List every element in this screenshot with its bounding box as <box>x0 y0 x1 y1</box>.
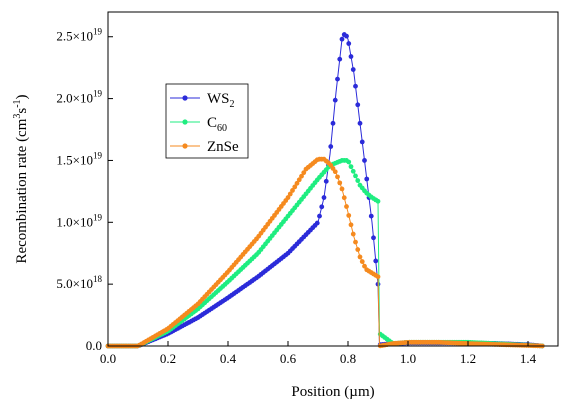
series-0-point-117 <box>368 213 374 219</box>
legend-swatch-marker-ws2 <box>182 95 188 101</box>
y-tick-label-4: 2.0×1019 <box>56 89 102 106</box>
series-0-point-118 <box>371 235 376 241</box>
y-tick-label-3: 1.5×1019 <box>56 150 102 167</box>
legend-label-ws2: WS2 <box>207 91 235 110</box>
legend-label-c60: C60 <box>207 115 227 134</box>
series-1-point-120 <box>375 198 381 204</box>
legend-item-ws2: WS2 <box>170 91 235 110</box>
series-2-point-85 <box>296 177 302 183</box>
series-2-point-114 <box>362 263 367 269</box>
series-0-point-109 <box>350 67 356 72</box>
series-0-point-93 <box>314 220 320 226</box>
y-axis-label-sup1: 3 <box>12 114 23 119</box>
series-1-point-111 <box>355 178 361 183</box>
series-2-point-81 <box>287 191 293 197</box>
series-0-point-119 <box>373 258 379 264</box>
series-0-point-106 <box>344 33 349 39</box>
series-2-point-84 <box>294 180 300 186</box>
series-0 <box>105 31 545 349</box>
legend-label-ws2-sub: 2 <box>230 99 235 110</box>
series-2-point-104 <box>339 186 345 192</box>
series-2 <box>105 156 545 349</box>
series-2-point-109 <box>350 231 356 237</box>
series-2-point-83 <box>292 184 298 190</box>
series-0-point-104 <box>339 36 345 42</box>
series-2-point-103 <box>337 180 343 186</box>
series-2-point-80 <box>285 195 291 200</box>
y-axis-label-sup2: -1 <box>12 99 23 107</box>
x-tick-label-4: 0.8 <box>340 351 356 366</box>
series-0-point-114 <box>362 158 367 163</box>
ticks-layer: 0.0 0.2 0.4 0.6 0.8 1.0 1.2 1.4 0.0 5.0×1018 1.0×1… <box>56 27 536 366</box>
legend-label-c60-sub: 60 <box>217 123 227 134</box>
series-2-point-120 <box>375 274 381 280</box>
series-2-point-101 <box>332 169 338 175</box>
legend-item-c60: C60 <box>170 115 227 134</box>
series-2-point-106 <box>344 204 349 209</box>
series-0-point-110 <box>353 83 358 89</box>
series-2-point-102 <box>335 174 340 180</box>
legend: WS2 C60 ZnSe <box>165 83 249 159</box>
series-0-point-101 <box>332 97 338 103</box>
series-layer <box>105 31 545 349</box>
series-0-point-100 <box>330 120 336 126</box>
series-2-point-111 <box>355 247 361 252</box>
y-axis-label-end: ) <box>14 94 30 99</box>
series-0-point-102 <box>335 76 340 82</box>
y-tick-label-2: 1.0×1019 <box>56 212 102 229</box>
plot-frame <box>107 11 559 347</box>
series-1-point-109 <box>350 168 356 174</box>
y-axis-label-base: Recombination rate (cm <box>14 118 30 263</box>
x-tick-label-5: 1.0 <box>400 351 416 366</box>
x-axis-label: Position (µm) <box>291 384 374 400</box>
series-0-point-103 <box>337 56 343 62</box>
legend-label-ws2-name: WS <box>207 91 230 107</box>
series-0-point-96 <box>321 195 327 200</box>
series-0-point-111 <box>355 102 361 108</box>
series-1-point-107 <box>346 159 352 165</box>
series-0-point-94 <box>317 213 322 219</box>
x-tick-label-1: 0.2 <box>160 351 176 366</box>
legend-swatch-marker-c60 <box>182 119 188 125</box>
legend-label-c60-name: C <box>207 115 217 131</box>
y-tick-label-0: 0.0 <box>86 338 102 353</box>
series-2-point-107 <box>346 213 352 218</box>
series-2-point-87 <box>301 170 307 176</box>
series-2-point-105 <box>341 195 347 201</box>
series-1-point-108 <box>348 164 354 170</box>
x-tick-label-7: 1.4 <box>520 351 537 366</box>
legend-label-znse: ZnSe <box>207 139 239 155</box>
series-2-point-86 <box>299 173 304 179</box>
x-tick-label-2: 0.4 <box>220 351 237 366</box>
legend-item-znse: ZnSe <box>170 139 239 155</box>
y-tick-label-5: 2.5×1019 <box>56 27 102 44</box>
series-line-0 <box>108 31 544 347</box>
y-axis-label: Recombination rate (cm3s-1) <box>12 94 30 263</box>
series-2-point-112 <box>357 254 363 260</box>
series-0-point-97 <box>323 178 329 184</box>
series-0-point-112 <box>357 120 363 126</box>
series-0-point-95 <box>319 204 325 210</box>
series-0-point-108 <box>348 54 354 59</box>
series-1-point-110 <box>353 173 358 179</box>
legend-swatch-marker-znse <box>182 143 188 149</box>
series-2-point-82 <box>290 188 295 193</box>
series-0-point-107 <box>346 41 352 46</box>
series-2-point-113 <box>359 259 365 264</box>
series-0-point-113 <box>359 139 365 145</box>
series-2-point-108 <box>348 222 354 228</box>
series-2-point-110 <box>353 239 358 245</box>
series-0-point-99 <box>328 144 334 149</box>
x-tick-label-6: 1.2 <box>460 351 476 366</box>
series-0-point-115 <box>364 176 370 182</box>
x-tick-label-0: 0.0 <box>100 351 116 366</box>
y-tick-label-1: 5.0×1018 <box>56 274 102 291</box>
y-axis-label-mid: s <box>14 108 30 114</box>
x-tick-label-3: 0.6 <box>280 351 297 366</box>
